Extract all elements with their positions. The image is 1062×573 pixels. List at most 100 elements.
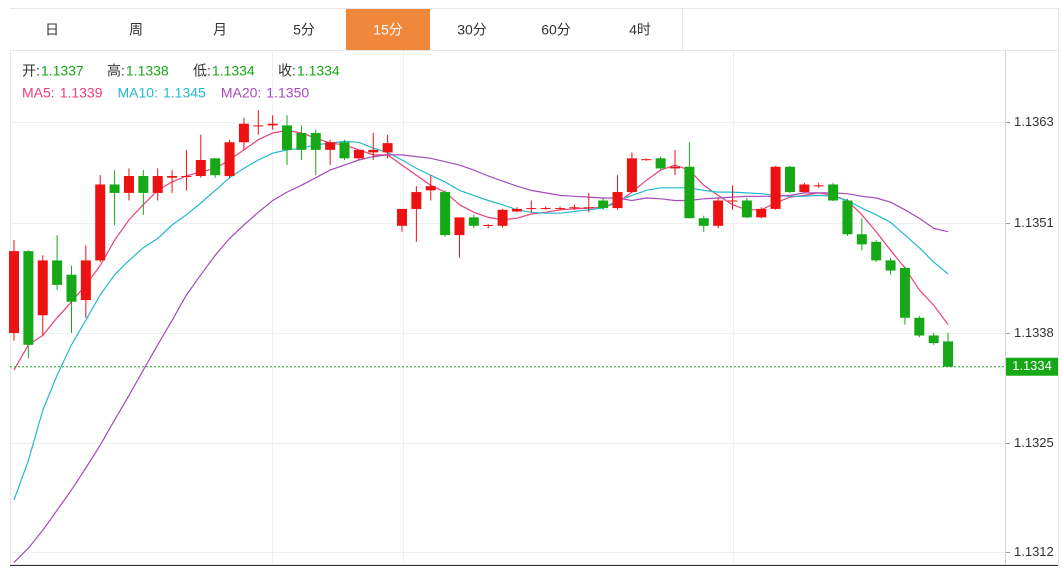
candle-body [9,251,19,333]
candle-body [828,184,839,201]
ohlc-label: 开: [22,63,40,79]
candle-body [95,184,106,261]
tab[interactable]: 日 [10,9,95,50]
y-tick-label: 1.1312 [1014,544,1054,559]
candle-body [123,176,134,193]
candle-body [382,143,393,153]
grid: 1.1363 1.1351 1.1338 1.1325 1.1312 [10,114,1054,559]
candle-body [109,184,120,193]
tab[interactable]: 5分 [262,9,347,50]
tab[interactable]: 30分 [430,9,515,50]
candle-body [497,209,508,226]
last-price-label: 1.1334 [1012,358,1052,373]
candle-body [267,123,278,126]
candle-body [756,208,767,218]
candle-body [195,160,206,177]
tab-background [514,9,598,50]
tab[interactable]: 月 [178,9,263,50]
candle-body [655,158,666,169]
candle-body [411,192,422,209]
candle-body [641,159,652,161]
tab-label[interactable]: 4时 [629,22,651,38]
y-tick-label: 1.1351 [1014,215,1054,230]
candle-body [770,166,781,209]
tab-background [262,9,346,50]
candle-body [799,184,810,193]
tab[interactable]: 4时 [598,9,683,50]
candle-body [353,149,364,159]
candle-body [52,260,63,285]
candle-body [943,341,954,367]
candle-body [80,260,91,301]
tab-label[interactable]: 周 [129,22,143,38]
tab-label[interactable]: 月 [213,22,227,38]
candle-body [698,218,709,226]
ma-line [13,140,949,501]
tab-label[interactable]: 60分 [541,22,571,38]
candle-body [181,176,192,178]
tab[interactable]: 60分 [514,9,599,50]
tab-background [346,9,430,50]
candle-body [23,251,34,345]
candle-body [339,142,350,159]
candle-body [282,125,293,150]
candle-body [511,208,522,212]
tab-background [94,9,178,50]
candle-body [555,208,566,210]
y-tick-label: 1.1363 [1014,114,1054,129]
tab-label[interactable]: 5分 [293,22,315,38]
ohlc-label: 收: [278,63,296,79]
tab-label[interactable]: 30分 [457,22,487,38]
ma-line [13,129,949,371]
candle-body [66,274,77,302]
legend-name: MA10: [118,85,158,101]
ohlc-label: 低: [193,63,211,79]
candle-body [899,268,910,318]
candle-body [425,186,436,191]
candle-body [310,133,321,150]
candle-body [296,133,307,150]
candle-body [167,176,178,178]
y-tick-label: 1.1325 [1014,435,1054,450]
candle-body [612,192,623,209]
candle-body [626,158,637,193]
plot: 1.1334 [9,110,1058,563]
candle-body [37,260,48,316]
candle-body [468,217,479,226]
tab-label[interactable]: 日 [45,22,59,38]
tab[interactable]: 周 [94,9,179,50]
last-price-box [1006,357,1058,376]
legend-name: MA20: [221,85,261,101]
legend-name: MA5: [22,85,55,101]
ohlc-value: 1.1334 [297,63,340,79]
candle-body [368,149,379,153]
candle-body [540,208,551,210]
tab-label[interactable]: 15分 [373,22,403,38]
candle-body [526,208,537,210]
tab-background [10,9,94,50]
candle-body [224,142,235,177]
candle-body [684,166,695,219]
candle-body [238,123,249,143]
candle-body [885,260,896,271]
candle-body [483,224,494,226]
candle-body [569,207,580,209]
ohlc-value: 1.1334 [212,63,255,79]
candle-body [727,200,738,202]
legend-value: 1.1339 [60,85,103,101]
candle-body [396,208,407,226]
candle-body [871,241,882,261]
candle-body [813,185,824,187]
legend-value: 1.1350 [266,85,309,101]
tab-background [430,9,514,50]
tab-background [178,9,262,50]
candle-body [253,125,264,127]
legend-value: 1.1345 [163,85,206,101]
tab[interactable]: 15分 [346,9,431,50]
candle-body [152,176,163,193]
candle-body [928,335,939,344]
tab-background [598,9,682,50]
